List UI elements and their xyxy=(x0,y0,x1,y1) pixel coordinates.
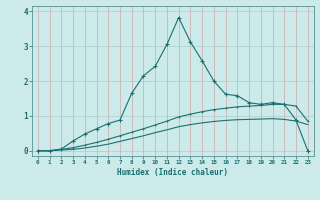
X-axis label: Humidex (Indice chaleur): Humidex (Indice chaleur) xyxy=(117,168,228,177)
